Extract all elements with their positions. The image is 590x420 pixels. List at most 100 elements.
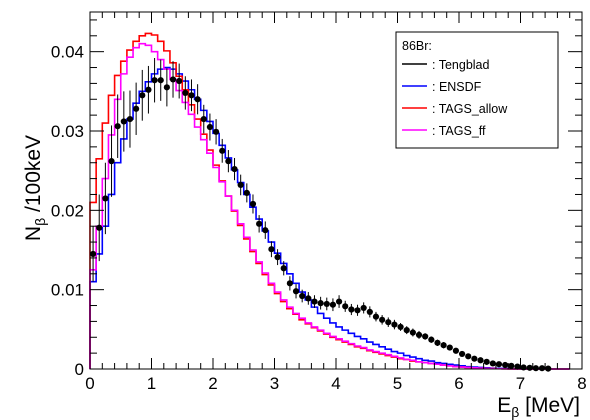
y-axis-title-sub: β — [32, 218, 48, 226]
data-point — [520, 364, 527, 371]
data-point — [397, 323, 404, 331]
data-point — [335, 298, 343, 305]
data-point — [133, 105, 140, 112]
data-point — [200, 116, 207, 123]
data-point — [108, 158, 115, 165]
data-point — [206, 123, 214, 131]
data-point — [225, 158, 232, 165]
data-point — [465, 353, 472, 360]
data-point — [495, 361, 503, 368]
data-point — [194, 96, 201, 103]
data-point — [415, 331, 423, 338]
data-point — [188, 92, 195, 99]
x-tick-label: 1 — [147, 374, 156, 393]
data-point — [268, 246, 275, 253]
data-point — [372, 313, 380, 320]
y-axis-title: Nβ /100keV — [22, 135, 48, 241]
y-tick-label: 0.04 — [51, 43, 84, 62]
data-point — [422, 333, 429, 340]
data-point — [526, 364, 533, 371]
x-tick-label: 3 — [270, 374, 279, 393]
data-point — [139, 92, 146, 99]
data-point — [317, 300, 324, 307]
data-point — [102, 195, 109, 202]
data-point — [489, 360, 496, 367]
data-point — [256, 220, 263, 227]
data-point — [126, 116, 134, 123]
data-point — [391, 321, 398, 328]
data-point — [477, 357, 484, 364]
y-tick-label: 0.02 — [51, 201, 84, 220]
legend-header: 86Br: — [402, 39, 432, 53]
data-point — [538, 365, 546, 372]
data-point — [212, 128, 220, 135]
data-point — [403, 327, 410, 334]
data-point — [286, 280, 293, 287]
data-point — [452, 347, 460, 354]
data-point — [145, 86, 152, 93]
data-point — [231, 165, 238, 173]
data-point — [483, 358, 490, 365]
data-point — [163, 84, 170, 91]
data-point — [243, 189, 250, 196]
data-point — [354, 307, 361, 314]
y-tick-label: 0.01 — [51, 281, 84, 300]
data-point — [182, 89, 189, 97]
legend: 86Br: : Tengblad : ENSDF : TAGS_allow : … — [395, 31, 559, 149]
data-point — [440, 342, 447, 349]
data-point — [409, 329, 416, 336]
data-point — [157, 77, 164, 84]
data-point — [274, 254, 281, 261]
data-point — [311, 298, 318, 305]
x-axis-title-main: E — [497, 394, 511, 417]
x-tick-label: 0 — [85, 374, 94, 393]
data-point — [502, 361, 509, 369]
x-tick-label: 5 — [393, 374, 402, 393]
x-tick-label: 8 — [577, 374, 586, 393]
legend-label-ensdf: : ENSDF — [432, 80, 482, 94]
y-axis-title-main: N — [22, 226, 45, 241]
x-axis-title-sub: β — [511, 404, 519, 420]
data-point — [219, 147, 226, 154]
data-point — [532, 365, 539, 372]
x-axis-title-rest: [MeV] — [519, 394, 580, 417]
data-point — [428, 336, 435, 343]
data-point — [176, 77, 183, 85]
data-point — [89, 250, 97, 258]
data-point — [342, 303, 349, 310]
data-point — [366, 308, 373, 315]
data-point — [169, 76, 177, 83]
data-point — [360, 304, 367, 312]
data-point — [305, 295, 312, 302]
legend-box — [395, 31, 559, 149]
y-tick-label: 0 — [75, 360, 84, 379]
data-point — [379, 316, 386, 323]
data-point — [262, 227, 269, 234]
data-point — [471, 355, 478, 362]
data-point — [237, 181, 244, 189]
legend-label-tags-ff: : TAGS_ff — [432, 124, 486, 138]
x-tick-label: 7 — [516, 374, 525, 393]
legend-label-tags-allow: : TAGS_allow — [432, 102, 508, 116]
x-tick-label: 2 — [208, 374, 217, 393]
data-point — [151, 77, 158, 84]
data-point — [458, 350, 466, 358]
data-point — [299, 292, 306, 300]
data-point — [514, 363, 521, 370]
axes-layer: 0 1 2 3 4 5 6 7 8 0 0.01 0.02 0.03 0.04 — [51, 12, 587, 393]
data-point — [292, 288, 300, 295]
data-point — [348, 306, 355, 313]
data-point — [96, 224, 103, 231]
data-point — [434, 339, 441, 346]
data-point — [249, 200, 257, 208]
data-point — [114, 123, 121, 130]
data-point — [329, 301, 337, 308]
x-tick-label: 6 — [454, 374, 463, 393]
data-point — [446, 344, 453, 351]
legend-label-tengblad: : Tengblad — [432, 58, 490, 72]
x-axis-title: Eβ [MeV] — [497, 394, 580, 420]
data-point — [120, 118, 127, 125]
data-point — [508, 362, 515, 369]
y-axis-title-rest: /100keV — [22, 135, 45, 218]
